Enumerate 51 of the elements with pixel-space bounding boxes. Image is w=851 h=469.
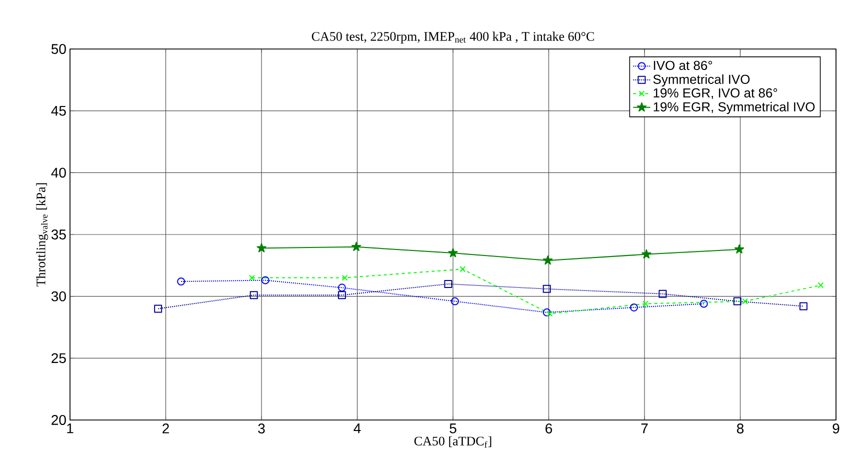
legend-label: 19% EGR, Symmetrical IVO — [654, 102, 815, 114]
point — [351, 242, 362, 252]
x-tick-label: 3 — [258, 424, 265, 434]
point — [250, 291, 258, 300]
point — [256, 243, 266, 252]
point — [450, 297, 459, 306]
y-tick-label: 40 — [51, 168, 66, 178]
x-tick-label: 8 — [736, 424, 744, 434]
point — [658, 290, 667, 298]
x-tick-label: 7 — [641, 424, 648, 434]
y-tick-label: 50 — [51, 44, 66, 54]
point — [542, 284, 551, 293]
y-tick-label: 25 — [52, 353, 66, 364]
point — [448, 248, 458, 258]
point — [248, 274, 255, 281]
point — [700, 300, 708, 308]
point — [542, 255, 553, 265]
point — [734, 244, 744, 254]
point — [630, 303, 638, 312]
y-axis-title: Throttling$_{valve}$ [kPa] — [36, 183, 48, 286]
point — [733, 297, 742, 306]
legend-label: IVO at 86° — [654, 60, 712, 70]
legend-label: Symmetrical IVO — [653, 74, 750, 87]
point — [799, 302, 808, 310]
point — [642, 249, 652, 258]
point — [342, 274, 348, 281]
x-tick-label: 4 — [354, 424, 361, 434]
point — [338, 291, 346, 300]
x-tick-label: 1 — [67, 424, 74, 434]
point — [444, 280, 452, 288]
legend-label: 19% EGR, IVO at 86° — [654, 88, 778, 100]
point — [338, 284, 346, 292]
x-tick-label: 2 — [162, 424, 169, 434]
y-tick-label: 30 — [51, 291, 66, 302]
x-axis-title: CA50 [aTDC$_{f}$] — [414, 436, 492, 448]
x-tick-label: 9 — [832, 424, 840, 434]
point — [818, 282, 824, 288]
chart-title: CA50 test, 2250rpm, IMEP$_{net}$ 400 kPa , T intake 60°C — [312, 32, 594, 44]
point — [742, 298, 748, 304]
point — [546, 310, 553, 317]
point — [460, 266, 466, 272]
point — [542, 308, 551, 316]
x-tick-label: 5 — [450, 424, 456, 434]
y-tick-label: 20 — [52, 415, 66, 425]
point — [642, 300, 648, 307]
point — [177, 277, 186, 286]
point — [261, 276, 270, 284]
y-tick-label: 45 — [51, 106, 66, 116]
point — [154, 304, 162, 313]
x-tick-label: 6 — [546, 424, 552, 434]
y-tick-label: 35 — [51, 230, 66, 240]
